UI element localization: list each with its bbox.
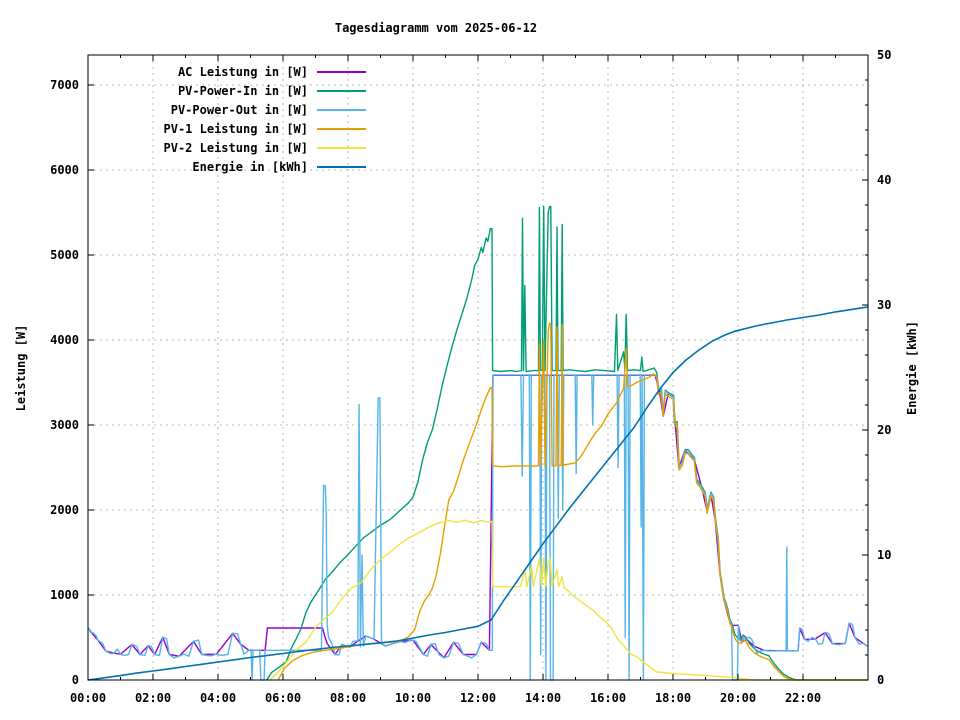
series-lines bbox=[87, 205, 869, 681]
x-tick-label: 04:00 bbox=[200, 691, 236, 705]
x-tick-label: 14:00 bbox=[525, 691, 561, 705]
x-tick-label: 02:00 bbox=[135, 691, 171, 705]
x-tick-label: 06:00 bbox=[265, 691, 301, 705]
x-tick-label: 18:00 bbox=[655, 691, 691, 705]
legend-item: Energie in [kWh] bbox=[192, 160, 366, 174]
legend-label: PV-Power-In in [W] bbox=[178, 84, 308, 98]
x-tick-label: 10:00 bbox=[395, 691, 431, 705]
legend-item: PV-2 Leistung in [W] bbox=[164, 141, 366, 155]
right-tick-label: 30 bbox=[877, 298, 891, 312]
right-tick-label: 10 bbox=[877, 548, 891, 562]
legend-label: PV-1 Leistung in [W] bbox=[164, 122, 309, 136]
left-tick-label: 4000 bbox=[50, 333, 79, 347]
x-tick-label: 16:00 bbox=[590, 691, 626, 705]
left-tick-label: 2000 bbox=[50, 503, 79, 517]
x-tick-label: 08:00 bbox=[330, 691, 366, 705]
left-tick-label: 3000 bbox=[50, 418, 79, 432]
legend-item: PV-1 Leistung in [W] bbox=[164, 122, 366, 136]
legend-label: Energie in [kWh] bbox=[192, 160, 308, 174]
legend-item: AC Leistung in [W] bbox=[178, 65, 366, 79]
right-tick-label: 50 bbox=[877, 48, 891, 62]
x-tick-label: 22:00 bbox=[785, 691, 821, 705]
series-line-4 bbox=[269, 519, 868, 681]
left-tick-label: 7000 bbox=[50, 78, 79, 92]
legend-label: PV-2 Leistung in [W] bbox=[164, 141, 309, 155]
series-line-0 bbox=[87, 374, 869, 659]
legend-item: PV-Power-In in [W] bbox=[178, 84, 366, 98]
legend-label: AC Leistung in [W] bbox=[178, 65, 308, 79]
right-tick-label: 40 bbox=[877, 173, 891, 187]
series-line-1 bbox=[266, 205, 868, 681]
legend-item: PV-Power-Out in [W] bbox=[171, 103, 366, 117]
right-tick-label: 0 bbox=[877, 673, 884, 687]
right-axis-title: Energie [kWh] bbox=[905, 321, 919, 415]
x-tick-label: 00:00 bbox=[70, 691, 106, 705]
legend-label: PV-Power-Out in [W] bbox=[171, 103, 308, 117]
left-tick-label: 5000 bbox=[50, 248, 79, 262]
series-line-3 bbox=[277, 322, 868, 681]
left-tick-label: 1000 bbox=[50, 588, 79, 602]
right-tick-label: 20 bbox=[877, 423, 891, 437]
left-axis-title: Leistung [W] bbox=[14, 325, 28, 412]
chart-title: Tagesdiagramm vom 2025-06-12 bbox=[335, 21, 537, 35]
left-tick-label: 6000 bbox=[50, 163, 79, 177]
plot-frame-and-ticks bbox=[87, 54, 869, 681]
series-line-5 bbox=[87, 306, 869, 681]
left-tick-label: 0 bbox=[72, 673, 79, 687]
legend: AC Leistung in [W] PV-Power-In in [W] PV-P… bbox=[164, 65, 366, 174]
tick-labels: 00:00 02:00 04:00 06:00 08:00 10:00 12:00 14:00… bbox=[50, 48, 891, 705]
x-tick-label: 12:00 bbox=[460, 691, 496, 705]
x-tick-label: 20:00 bbox=[720, 691, 756, 705]
